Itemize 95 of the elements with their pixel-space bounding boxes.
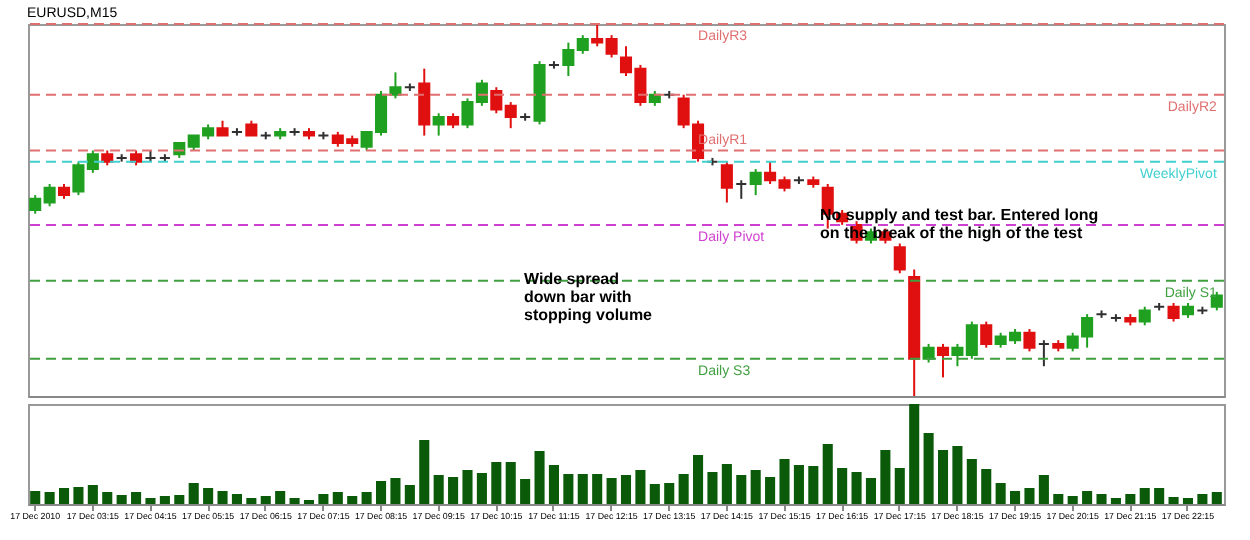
bar <box>750 470 761 504</box>
bar <box>966 459 977 504</box>
bar <box>404 485 415 504</box>
bar <box>1154 488 1165 504</box>
bar <box>707 472 718 504</box>
bar <box>664 483 675 504</box>
candlestick <box>980 320 993 349</box>
bar <box>375 481 387 504</box>
candlestick <box>1167 302 1180 323</box>
bar <box>678 474 689 504</box>
bar <box>174 495 185 504</box>
bar <box>433 475 444 504</box>
candlestick <box>720 160 733 204</box>
bar <box>592 474 603 504</box>
bar <box>1139 488 1150 504</box>
bar <box>361 492 372 504</box>
bar <box>1082 491 1093 504</box>
bar <box>620 475 632 504</box>
bar <box>952 446 963 504</box>
bar <box>419 440 430 504</box>
bar <box>1168 497 1179 504</box>
bar <box>188 483 199 504</box>
bar <box>1125 494 1136 504</box>
bar <box>476 473 487 504</box>
bar <box>246 498 257 504</box>
bar <box>736 475 747 504</box>
candlestick <box>389 71 402 100</box>
bar <box>1067 496 1078 504</box>
bar <box>563 474 574 504</box>
bar <box>448 477 459 504</box>
bar <box>548 465 559 504</box>
candlestick <box>1138 305 1151 327</box>
bar <box>1024 488 1035 504</box>
bar <box>837 468 848 504</box>
bar <box>1197 494 1208 504</box>
bar <box>231 494 242 504</box>
bar <box>289 498 300 504</box>
bar <box>1010 491 1021 504</box>
candlestick <box>1037 339 1050 368</box>
bar <box>520 479 531 504</box>
bar <box>779 459 790 504</box>
bar <box>505 462 516 504</box>
bar <box>865 478 877 504</box>
bar <box>318 494 329 504</box>
bar <box>102 492 113 504</box>
bar <box>1211 492 1222 504</box>
bar <box>981 469 992 504</box>
bar <box>765 477 776 504</box>
bar <box>649 484 660 504</box>
candlestick <box>893 242 906 275</box>
bar <box>577 474 588 504</box>
candlestick <box>936 342 950 379</box>
bar <box>491 462 502 504</box>
candlestick <box>735 179 748 200</box>
bar <box>462 470 473 504</box>
bar <box>793 465 804 504</box>
bar <box>894 468 905 504</box>
bar <box>87 485 98 504</box>
bar <box>73 487 84 504</box>
bar <box>217 491 228 504</box>
bar <box>145 498 156 504</box>
bar <box>534 451 545 504</box>
bar <box>1110 498 1121 504</box>
bar <box>275 491 286 504</box>
bar <box>1096 494 1107 504</box>
bar <box>347 496 358 504</box>
bar <box>30 491 41 504</box>
bar <box>116 495 127 504</box>
bar <box>995 483 1006 504</box>
bar <box>1182 498 1194 504</box>
bar <box>1038 475 1049 504</box>
bar <box>937 450 949 504</box>
bar <box>822 444 833 504</box>
bar <box>260 496 271 504</box>
candlestick <box>749 168 762 197</box>
bar <box>131 492 142 504</box>
bar <box>808 466 819 504</box>
bar <box>159 496 170 504</box>
bar <box>606 478 617 504</box>
bar <box>909 404 920 504</box>
bar <box>880 450 891 504</box>
candlestick <box>1023 328 1036 353</box>
bar <box>390 478 401 504</box>
bar <box>851 472 862 504</box>
bar <box>1053 494 1064 504</box>
bar <box>923 433 934 504</box>
bar <box>635 470 646 504</box>
bar <box>332 492 343 504</box>
bar <box>203 488 214 504</box>
bar <box>58 488 70 504</box>
bar <box>693 455 704 504</box>
bar <box>721 464 732 504</box>
bar <box>44 492 55 504</box>
candlestick <box>432 112 445 137</box>
candlestick <box>418 67 431 137</box>
